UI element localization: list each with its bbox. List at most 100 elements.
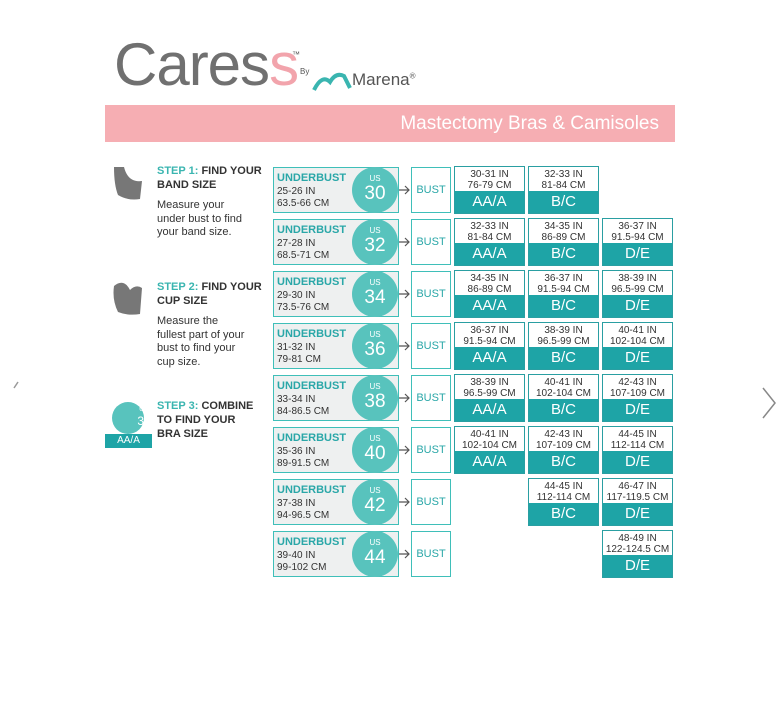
cup-cell: 34-35 IN 86-89 CM B/C	[528, 218, 599, 266]
cup-cm: 107-109 CM	[609, 388, 666, 399]
underbust-in: 29-30 IN	[277, 290, 316, 301]
underbust-cm: 73.5-76 CM	[277, 302, 330, 313]
cup-size: D/E	[603, 347, 672, 369]
cup-cm: 91.5-94 CM	[463, 336, 516, 347]
band-circle: US 34	[352, 271, 398, 317]
cup-cm: 122-124.5 CM	[605, 544, 670, 555]
logo: Caress	[114, 30, 299, 99]
step-text: Measure your under bust to find your ban…	[157, 199, 243, 238]
logo-brand: Cares	[114, 31, 270, 98]
example-cup: AA/A	[105, 434, 152, 448]
cup-cell: 40-41 IN 102-104 CM AA/A	[454, 426, 525, 474]
band-number: 40	[364, 443, 386, 464]
bust-box: BUST	[411, 479, 451, 525]
arrow	[399, 289, 410, 299]
cup-in: 38-39 IN	[470, 377, 509, 388]
arrow	[399, 497, 410, 507]
arrow	[399, 237, 410, 247]
band-us: US	[369, 486, 381, 495]
marena-mark	[312, 72, 352, 91]
band-circle: US 30	[352, 167, 398, 213]
maker-name: Marena	[352, 70, 410, 89]
step-title: FIND YOUR BAND SIZE	[157, 165, 262, 191]
underbust-label: UNDERBUST	[277, 328, 347, 340]
logo-maker: Marena®	[352, 70, 416, 90]
cup-in: 32-33 IN	[544, 169, 583, 180]
cup-cm: 86-89 CM	[541, 232, 586, 243]
cup-size: D/E	[603, 295, 672, 317]
example-band: 30	[137, 414, 151, 428]
registered: ®	[409, 71, 416, 81]
cup-size: B/C	[529, 399, 598, 421]
cup-cell: 40-41 IN 102-104 CM B/C	[528, 374, 599, 422]
cup-cell: 40-41 IN 102-104 CM D/E	[602, 322, 673, 370]
cup-cell: 36-37 IN 91.5-94 CM D/E	[602, 218, 673, 266]
arrow	[399, 549, 410, 559]
next-arrow[interactable]	[760, 386, 778, 420]
cup-size: D/E	[603, 243, 672, 265]
band-us: US	[369, 538, 381, 547]
underbust-label: UNDERBUST	[277, 224, 347, 236]
underbust-label: UNDERBUST	[277, 380, 347, 392]
arrow	[399, 185, 410, 195]
logo-brand-end: s	[269, 31, 299, 98]
step-text: Measure the fullest part of your bust to…	[157, 315, 245, 368]
band-number: 32	[364, 235, 386, 256]
band-number: 42	[364, 495, 386, 516]
cup-cm: 81-84 CM	[467, 232, 512, 243]
band-number: 44	[364, 547, 386, 568]
underbust-cm: 68.5-71 CM	[277, 250, 330, 261]
cup-cm: 107-109 CM	[535, 440, 592, 451]
band-circle: US 38	[352, 375, 398, 421]
cup-size: AA/A	[455, 399, 524, 421]
underbust-in: 27-28 IN	[277, 238, 316, 249]
step-heading: STEP 1: FIND YOUR BAND SIZE	[157, 164, 267, 192]
cup-size: AA/A	[455, 295, 524, 317]
cup-size: D/E	[603, 451, 672, 473]
cup-cell: 36-37 IN 91.5-94 CM AA/A	[454, 322, 525, 370]
step-label: STEP 2:	[157, 281, 199, 293]
cup-cm: 91.5-94 CM	[537, 284, 590, 295]
banner-title: Mastectomy Bras & Camisoles	[400, 113, 659, 134]
example-circle: US 30	[112, 402, 151, 434]
cup-in: 38-39 IN	[544, 325, 583, 336]
band-number: 36	[364, 339, 386, 360]
cup-cell: 38-39 IN 96.5-99 CM B/C	[528, 322, 599, 370]
banner: Mastectomy Bras & Camisoles	[105, 105, 675, 142]
cup-cm: 102-104 CM	[461, 440, 518, 451]
bust-box: BUST	[411, 531, 451, 577]
prev-arrow[interactable]	[10, 380, 22, 396]
underbust-label: UNDERBUST	[277, 276, 347, 288]
cup-cm: 86-89 CM	[467, 284, 512, 295]
cup-in: 44-45 IN	[544, 481, 583, 492]
underbust-box: UNDERBUST 31-32 IN 79-81 CM	[273, 323, 399, 369]
cup-cm: 112-114 CM	[610, 440, 665, 451]
logo-by: By	[300, 67, 310, 76]
cup-size: AA/A	[455, 347, 524, 369]
band-circle: US 40	[352, 427, 398, 473]
cup-cm: 102-104 CM	[535, 388, 592, 399]
cup-in: 36-37 IN	[544, 273, 583, 284]
cup-cell: 48-49 IN 122-124.5 CM D/E	[602, 530, 673, 578]
underbust-cm: 99-102 CM	[277, 562, 327, 573]
cup-in: 40-41 IN	[544, 377, 583, 388]
cup-cell: 42-43 IN 107-109 CM D/E	[602, 374, 673, 422]
cup-cell: 30-31 IN 76-79 CM AA/A	[454, 166, 525, 214]
cup-cm: 91.5-94 CM	[611, 232, 664, 243]
band-number: 30	[364, 183, 386, 204]
cup-in: 44-45 IN	[618, 429, 657, 440]
cup-in: 48-49 IN	[618, 533, 657, 544]
cup-in: 32-33 IN	[470, 221, 509, 232]
cup-cell: 32-33 IN 81-84 CM AA/A	[454, 218, 525, 266]
cup-in: 34-35 IN	[544, 221, 583, 232]
underbust-in: 35-36 IN	[277, 446, 316, 457]
cup-cell: 42-43 IN 107-109 CM B/C	[528, 426, 599, 474]
underbust-in: 37-38 IN	[277, 498, 316, 509]
cup-in: 36-37 IN	[470, 325, 509, 336]
underbust-in: 33-34 IN	[277, 394, 316, 405]
band-number: 38	[364, 391, 386, 412]
cup-in: 42-43 IN	[618, 377, 657, 388]
cup-cm: 96.5-99 CM	[537, 336, 590, 347]
step-label: STEP 3:	[157, 400, 199, 412]
step-title: COMBINE TO FIND YOUR BRA SIZE	[157, 400, 254, 440]
